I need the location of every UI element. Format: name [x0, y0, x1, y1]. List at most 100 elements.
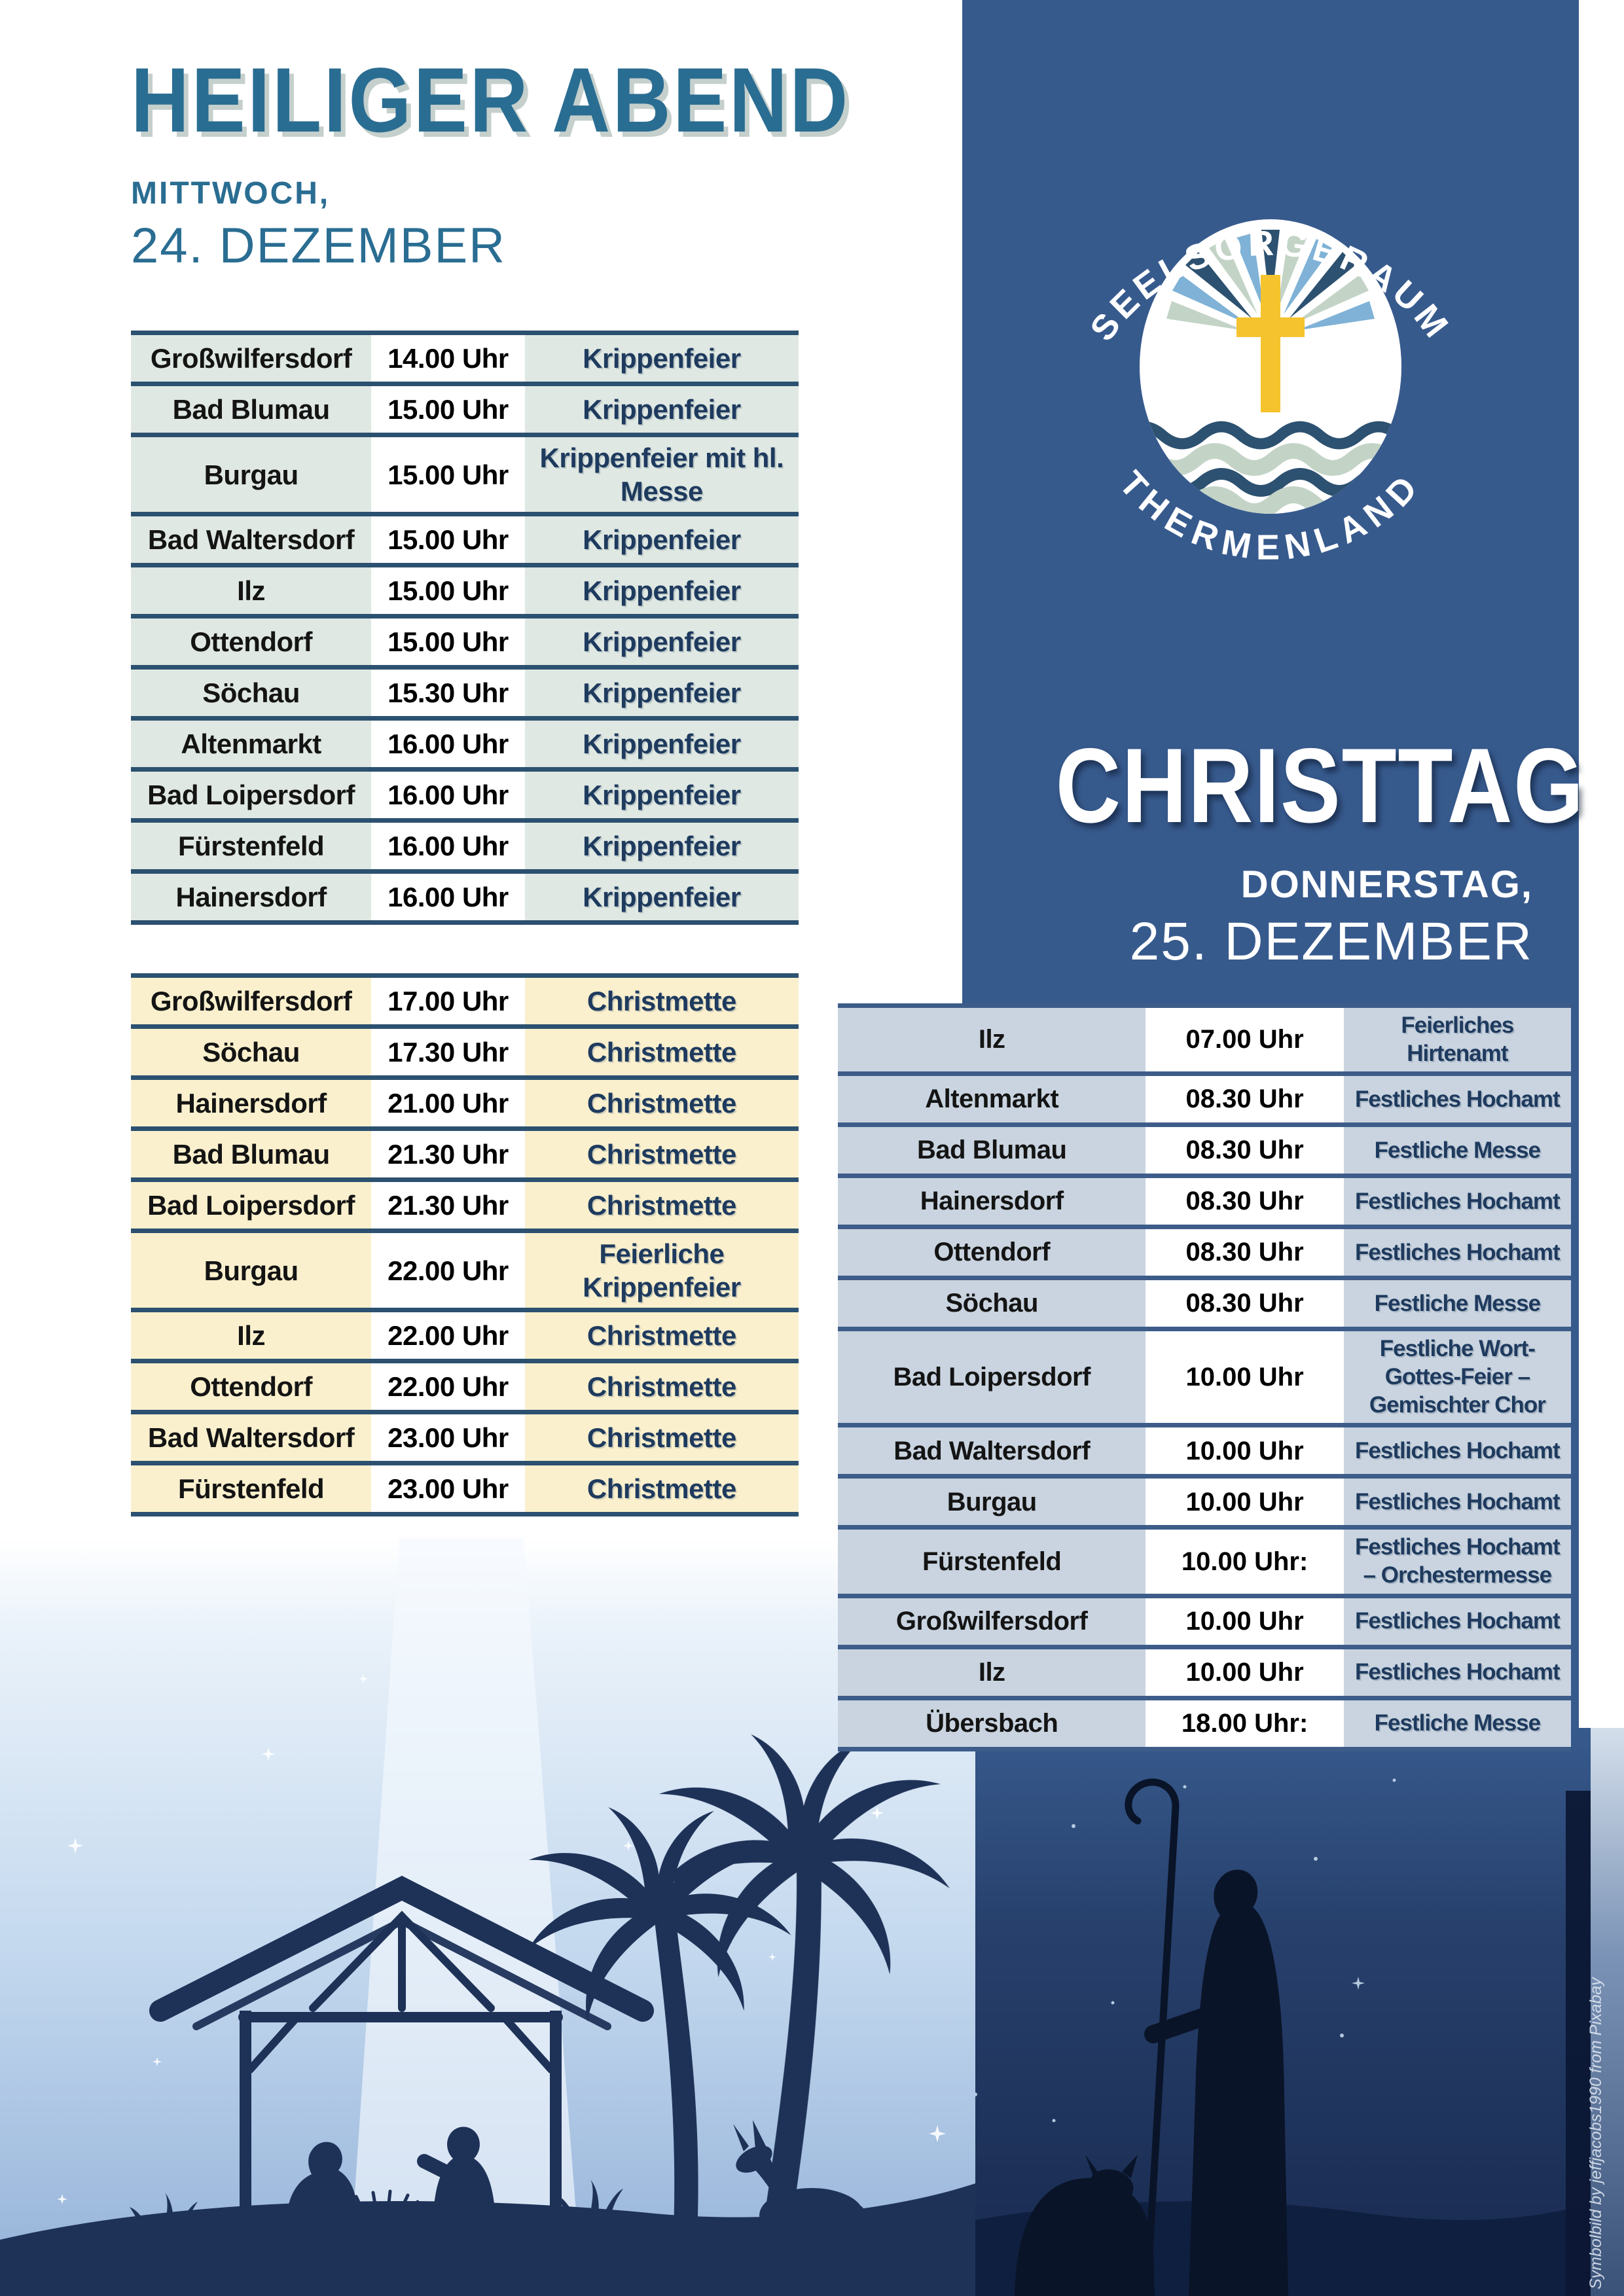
service-text: Krippenfeier [583, 728, 741, 760]
place-cell: Großwilfersdorf [131, 978, 372, 1024]
service-text: Festliches Hochamt [1355, 1188, 1561, 1214]
time-cell: 15.00 Uhr [371, 619, 525, 666]
time-text: 18.00 Uhr: [1181, 1708, 1308, 1738]
time-text: 16.00 Uhr [388, 728, 509, 760]
seelsorgeraum-thermenland-logo: SEELSORGERAUM THERMENLAND [1083, 219, 1454, 567]
table-row: Übersbach 18.00 Uhr: Festliche Messe [838, 1700, 1571, 1751]
time-cell: 14.00 Uhr [371, 335, 525, 382]
service-cell: Krippenfeier [524, 619, 799, 666]
sheep-silhouette [1015, 2155, 1155, 2296]
time-cell: 15.00 Uhr [371, 516, 525, 564]
service-text: Krippenfeier [583, 524, 741, 556]
service-cell: Festliche Messe [1343, 1280, 1571, 1327]
time-text: 15.00 Uhr [388, 575, 509, 607]
time-cell: 10.00 Uhr [1146, 1331, 1344, 1424]
service-cell: Christmette [524, 1414, 799, 1462]
time-cell: 08.30 Uhr [1146, 1280, 1344, 1327]
time-cell: 23.00 Uhr [371, 1414, 525, 1462]
time-cell: 15.00 Uhr [371, 386, 525, 433]
time-text: 21.00 Uhr [388, 1087, 509, 1119]
christmette-table: Großwilfersdorf 17.00 Uhr Christmette Söcha… [131, 973, 799, 1517]
service-cell: Festliches Hochamt [1343, 1479, 1571, 1526]
table-row: Fürstenfeld 16.00 Uhr Krippenfeier [131, 823, 799, 874]
place-text: Bad Loipersdorf [147, 1189, 355, 1221]
place-text: Übersbach [926, 1708, 1058, 1738]
place-cell: Ottendorf [131, 1363, 372, 1410]
service-text: Festliche Wort-Gottes-Feier – Gemischter… [1369, 1336, 1546, 1418]
service-cell: Christmette [524, 978, 799, 1024]
christtag-services-table: Ilz 07.00 Uhr Feierliches Hirtenamt Altenma… [838, 1003, 1571, 1751]
table-row: Bad Blumau 21.30 Uhr Christmette [131, 1131, 799, 1182]
image-credit: Symbolbild by jeffjacobs1990 from Pixaba… [1587, 1977, 1605, 2289]
table-row: Bad Loipersdorf 10.00 Uhr Festliche Wort-G… [838, 1331, 1571, 1428]
place-cell: Ottendorf [838, 1229, 1146, 1276]
place-cell: Burgau [131, 1233, 372, 1308]
place-cell: Großwilfersdorf [131, 335, 372, 382]
service-text: Festliches Hochamt [1355, 1488, 1561, 1515]
manger-silhouette [354, 2189, 420, 2258]
service-text: Krippenfeier [583, 393, 741, 425]
place-cell: Ilz [131, 567, 372, 615]
place-cell: Ilz [838, 1008, 1146, 1072]
time-cell: 16.00 Uhr [371, 823, 525, 870]
service-text: Krippenfeier [583, 831, 741, 862]
date-weekday-right: DONNERSTAG, [1240, 863, 1533, 906]
table-row: Bad Waltersdorf 23.00 Uhr Christmette [131, 1414, 799, 1466]
place-cell: Burgau [838, 1479, 1146, 1526]
place-cell: Großwilfersdorf [838, 1598, 1146, 1645]
light-beam [353, 1538, 576, 2212]
place-cell: Bad Loipersdorf [838, 1331, 1146, 1424]
table-row: Ottendorf 08.30 Uhr Festliches Hochamt [838, 1229, 1571, 1281]
table-row: Hainersdorf 16.00 Uhr Krippenfeier [131, 874, 799, 925]
service-text: Christmette [586, 1036, 736, 1067]
place-text: Großwilfersdorf [895, 1606, 1088, 1636]
place-cell: Bad Blumau [838, 1127, 1146, 1174]
cross-icon [1236, 275, 1305, 412]
service-cell: Christmette [524, 1131, 799, 1177]
stable-silhouette [149, 1875, 654, 2254]
place-text: Bad Loipersdorf [893, 1363, 1091, 1391]
table-row: Ottendorf 22.00 Uhr Christmette [131, 1363, 799, 1415]
place-text: Ottendorf [190, 1371, 312, 1403]
place-cell: Bad Blumau [131, 1131, 372, 1177]
place-cell: Fürstenfeld [838, 1530, 1146, 1594]
place-text: Ilz [237, 575, 266, 607]
place-text: Bad Waltersdorf [147, 524, 355, 556]
time-cell: 17.30 Uhr [371, 1029, 525, 1075]
time-text: 15.00 Uhr [388, 626, 509, 658]
time-cell: 22.00 Uhr [371, 1363, 525, 1410]
place-cell: Bad Waltersdorf [838, 1427, 1146, 1475]
time-text: 17.30 Uhr [388, 1036, 509, 1067]
time-cell: 21.30 Uhr [371, 1182, 525, 1229]
time-text: 10.00 Uhr [1185, 1363, 1304, 1391]
sun-rays-icon [1166, 230, 1375, 331]
table-row: Bad Blumau 08.30 Uhr Festliche Messe [838, 1127, 1571, 1179]
table-row: Söchau 17.30 Uhr Christmette [131, 1029, 799, 1080]
service-text: Christmette [586, 1138, 736, 1170]
place-text: Hainersdorf [920, 1187, 1064, 1216]
mary-silhouette [281, 2142, 368, 2258]
nativity-scene-illustration [0, 1538, 975, 2296]
table-row: Bad Waltersdorf 10.00 Uhr Festliches Hocha… [838, 1427, 1571, 1479]
service-cell: Christmette [524, 1029, 799, 1075]
place-cell: Bad Waltersdorf [131, 516, 372, 564]
place-text: Fürstenfeld [178, 831, 325, 862]
place-text: Söchau [945, 1289, 1038, 1318]
time-text: 15.00 Uhr [388, 393, 509, 425]
place-text: Söchau [202, 677, 300, 709]
service-cell: Festliches Hochamt [1343, 1427, 1571, 1475]
place-cell: Bad Loipersdorf [131, 1182, 372, 1229]
donkey-silhouette [733, 2120, 872, 2296]
service-cell: Krippenfeier [524, 670, 799, 717]
place-text: Bad Loipersdorf [147, 780, 355, 811]
place-cell: Ilz [131, 1312, 372, 1359]
table-row: Altenmarkt 16.00 Uhr Krippenfeier [131, 721, 799, 772]
table-row: Burgau 15.00 Uhr Krippenfeier mit hl. Mess… [131, 437, 799, 517]
table-row: Großwilfersdorf 17.00 Uhr Christmette [131, 978, 799, 1029]
place-text: Ottendorf [933, 1238, 1051, 1267]
service-cell: Festliches Hochamt [1343, 1076, 1571, 1123]
place-text: Großwilfersdorf [150, 342, 352, 374]
table-row: Ottendorf 15.00 Uhr Krippenfeier [131, 619, 799, 670]
page-title-christtag: CHRISTTAG [1055, 726, 1585, 845]
time-text: 21.30 Uhr [388, 1138, 509, 1170]
